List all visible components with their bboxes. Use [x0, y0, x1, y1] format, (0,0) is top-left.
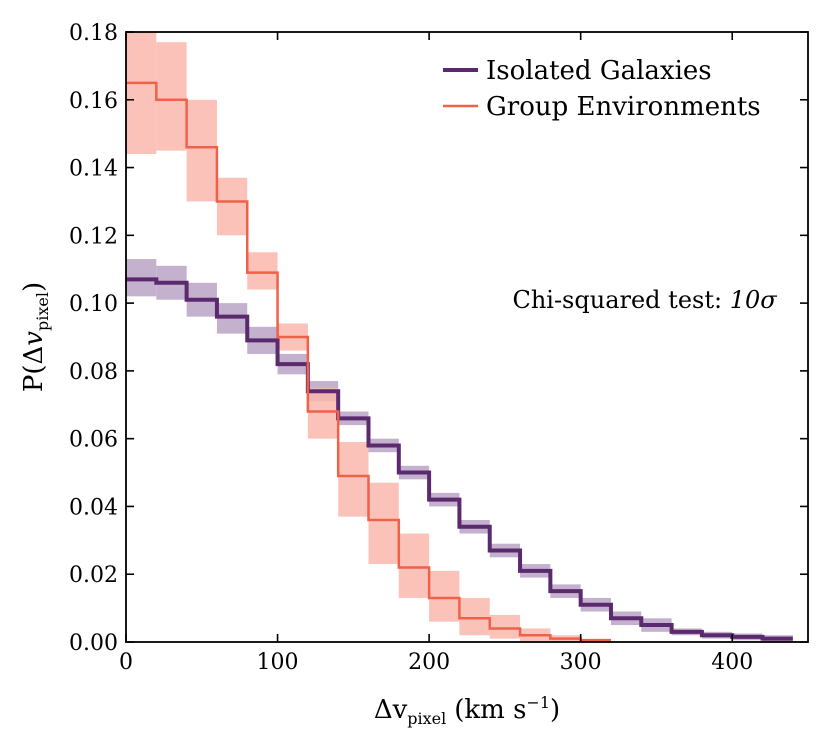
legend: Isolated Galaxies Group Environments	[443, 56, 761, 122]
band-group-bin-12	[489, 614, 521, 639]
y-tick-label: 0.14	[69, 157, 118, 182]
x-axis-label-sub: pixel	[407, 709, 446, 728]
band-group-bin-2	[186, 99, 217, 202]
band-group-bin-1	[156, 42, 187, 151]
y-axis-label-sub: pixel	[33, 292, 52, 331]
band-group-bin-3	[216, 177, 248, 236]
annotation-math: 10σ	[730, 286, 778, 314]
band-group-bin-7	[338, 442, 369, 517]
x-axis-label-sup: −1	[526, 693, 550, 712]
band-group-bin-6	[307, 387, 339, 439]
chi-squared-annotation: Chi-squared test: 10σ	[512, 286, 777, 314]
plot-frame	[125, 31, 809, 643]
x-axis-label-close: )	[550, 695, 560, 725]
y-axis-label: P(Δvpixel)	[19, 282, 52, 392]
series-line-isolated	[126, 277, 793, 641]
y-tick-label: 0.10	[69, 292, 118, 317]
band-group-bin-8	[368, 482, 399, 565]
y-tick-label: 0.04	[69, 495, 118, 520]
annotation-text: Chi-squared test:	[512, 286, 729, 314]
y-axis-label-close: )	[19, 282, 49, 292]
y-tick-label: 0.12	[69, 224, 118, 249]
x-tick-label: 300	[560, 650, 602, 675]
band-group-bin-10	[429, 570, 460, 622]
x-axis-label-units: (km s	[454, 695, 526, 725]
y-tick-label: 0.06	[69, 428, 118, 453]
x-tick-label: 100	[257, 650, 299, 675]
y-tick-label: 0.02	[69, 563, 118, 588]
y-tick-label: 0.08	[69, 360, 118, 385]
series-lines	[126, 81, 793, 642]
y-axis-label-pre: P(Δ	[19, 346, 49, 392]
band-group-bin-9	[398, 533, 430, 598]
band-group-bin-4	[247, 252, 278, 290]
y-tick-label: 0.18	[69, 21, 118, 46]
legend-label-group: Group Environments	[486, 92, 761, 122]
x-axis-label: Δvpixel (km s−1)	[374, 693, 560, 728]
axis-ticks: 0 100 200 300 400 0.00 0.02 0.04 0.06 0.08 0.10 0.1…	[69, 21, 808, 675]
y-tick-label: 0.16	[69, 89, 118, 114]
band-group-bin-11	[459, 597, 490, 636]
band-group-bin-0	[126, 32, 157, 154]
x-axis-label-delta: Δv	[374, 695, 408, 725]
legend-label-isolated: Isolated Galaxies	[486, 56, 712, 86]
x-tick-label: 200	[408, 650, 450, 675]
series-line-group	[126, 81, 611, 642]
x-tick-label: 400	[711, 650, 753, 675]
x-tick-label: 0	[119, 650, 133, 675]
y-tick-label: 0.00	[69, 631, 118, 656]
y-axis-label-v: v	[19, 331, 49, 346]
